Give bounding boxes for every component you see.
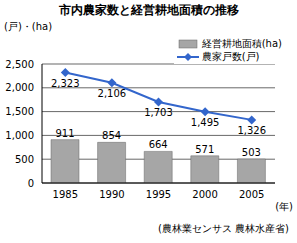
svg-text:1995: 1995 xyxy=(146,189,171,200)
svg-text:2000: 2000 xyxy=(192,189,217,200)
svg-text:1,703: 1,703 xyxy=(144,107,173,118)
html-text:(年): (年) xyxy=(275,201,293,212)
svg-text:1985: 1985 xyxy=(53,189,78,200)
svg-text:571: 571 xyxy=(195,144,214,155)
svg-text:911: 911 xyxy=(55,128,74,139)
svg-text:854: 854 xyxy=(102,130,121,141)
html-text:(農林業センサス 農林水産省): (農林業センサス 農林水産省) xyxy=(158,223,289,234)
svg-text:503: 503 xyxy=(242,147,261,158)
svg-text:0: 0 xyxy=(28,178,34,189)
svg-text:2005: 2005 xyxy=(239,189,264,200)
svg-text:1,000: 1,000 xyxy=(8,130,34,141)
html-text:(戸)・(ha): (戸)・(ha) xyxy=(4,21,53,32)
svg-text:2,106: 2,106 xyxy=(98,88,127,99)
svg-text:664: 664 xyxy=(149,139,168,150)
svg-text:1,495: 1,495 xyxy=(191,117,220,128)
svg-text:2,323: 2,323 xyxy=(51,78,80,89)
svg-text:500: 500 xyxy=(15,154,34,165)
html-text:経営耕地面積(ha): 経営耕地面積(ha) xyxy=(201,37,282,49)
html-text:農家戸数(戸): 農家戸数(戸) xyxy=(201,50,260,62)
html-text:市内農家数と経営耕地面積の推移: 市内農家数と経営耕地面積の推移 xyxy=(58,3,239,17)
svg-text:2,500: 2,500 xyxy=(8,59,34,70)
svg-text:1,326: 1,326 xyxy=(237,125,266,136)
svg-text:2,000: 2,000 xyxy=(8,82,34,93)
svg-text:1,500: 1,500 xyxy=(8,106,34,117)
svg-text:1990: 1990 xyxy=(99,189,124,200)
